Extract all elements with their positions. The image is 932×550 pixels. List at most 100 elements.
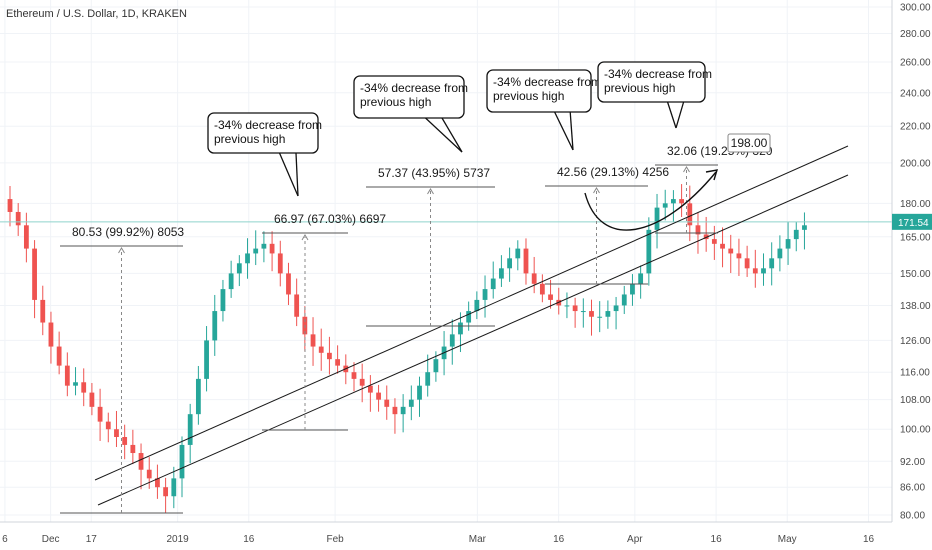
x-tick-label: 6 xyxy=(2,534,8,545)
target-price-label: 198.00 xyxy=(731,136,768,150)
x-tick-label: 16 xyxy=(243,534,255,545)
callout-box xyxy=(597,61,706,103)
candle-body xyxy=(605,311,611,317)
projection-arrowhead xyxy=(705,169,718,181)
projection-arc xyxy=(584,171,717,231)
candle-body xyxy=(564,305,570,307)
candle-body xyxy=(507,258,513,269)
candle-body xyxy=(48,322,54,347)
x-tick-label: 17 xyxy=(86,534,98,545)
y-tick-label: 260.00 xyxy=(900,57,931,68)
y-tick-label: 180.00 xyxy=(900,199,931,210)
callout-text: -34% decrease from xyxy=(214,118,322,132)
y-tick-label: 240.00 xyxy=(900,88,931,99)
last-price-label: 171.54 xyxy=(898,218,929,229)
candle-body xyxy=(122,437,128,445)
candle-body xyxy=(499,268,504,279)
candle-body xyxy=(367,385,373,393)
candle-body xyxy=(146,469,152,479)
x-tick-label: 2019 xyxy=(167,534,190,545)
channel-lower-line xyxy=(97,174,849,506)
measure-arrowhead xyxy=(683,166,690,173)
candle-body xyxy=(105,421,111,430)
callout-pointer xyxy=(569,111,574,151)
candle-body xyxy=(310,334,316,347)
callout-text: previous high xyxy=(360,95,431,109)
x-tick-label: Dec xyxy=(42,534,60,545)
candle-body xyxy=(433,359,439,373)
candle-body xyxy=(351,372,357,379)
y-tick-label: 220.00 xyxy=(900,122,931,133)
measure-label: 66.97 (67.03%) 6697 xyxy=(274,212,386,226)
x-tick-label: Apr xyxy=(627,534,643,545)
candle-body xyxy=(97,406,103,422)
y-tick-label: 80.00 xyxy=(900,511,925,522)
callout-text: -34% decrease from xyxy=(604,67,712,81)
y-tick-label: 100.00 xyxy=(900,425,931,436)
x-tick-label: May xyxy=(778,534,797,545)
candle-body xyxy=(531,273,537,284)
candle-body xyxy=(621,294,627,306)
candle-body xyxy=(269,243,275,254)
candle-body xyxy=(695,225,701,235)
x-tick-label: Feb xyxy=(327,534,345,545)
callout-pointer xyxy=(666,101,677,129)
y-tick-label: 108.00 xyxy=(900,395,931,406)
callout-text: -34% decrease from xyxy=(493,75,601,89)
candle-body xyxy=(359,378,365,386)
candle-body xyxy=(572,305,578,312)
candle-body xyxy=(580,311,586,313)
candle-body xyxy=(613,305,619,312)
candle-body xyxy=(720,243,725,249)
y-tick-label: 86.00 xyxy=(900,483,925,494)
candle-body xyxy=(212,311,218,341)
candle-body xyxy=(548,294,553,300)
candle-body xyxy=(179,444,185,479)
candles xyxy=(7,184,807,514)
candle-body xyxy=(195,378,201,415)
callout-pointer xyxy=(295,152,299,197)
candle-body xyxy=(687,203,693,226)
candle-body xyxy=(539,283,545,295)
candle-body xyxy=(15,211,21,226)
measure-label: 42.56 (29.13%) 4256 xyxy=(557,165,669,179)
x-tick-label: 16 xyxy=(553,534,565,545)
callout-box xyxy=(353,75,465,119)
y-tick-label: 280.00 xyxy=(900,29,931,40)
callout-pointer xyxy=(441,117,463,153)
candle-body xyxy=(490,278,496,290)
candle-body xyxy=(400,406,406,415)
candle-body xyxy=(793,229,799,240)
callout-box xyxy=(207,112,319,154)
candle-body xyxy=(671,199,676,204)
measure-arrowhead xyxy=(593,187,600,194)
callout-text: previous high xyxy=(604,81,675,95)
candle-body xyxy=(236,263,242,274)
candle-body xyxy=(449,334,455,347)
callout-text: -34% decrease from xyxy=(360,81,468,95)
candle-body xyxy=(318,346,324,353)
candle-body xyxy=(711,239,717,244)
candle-body xyxy=(638,273,644,284)
last-price-tag xyxy=(892,213,932,230)
candle-body xyxy=(417,385,422,400)
y-tick-label: 165.00 xyxy=(900,232,931,243)
y-tick-label: 116.00 xyxy=(900,368,930,379)
y-tick-label: 138.00 xyxy=(900,301,931,312)
candle-body xyxy=(23,225,29,249)
candle-body xyxy=(335,359,341,366)
candle-body xyxy=(597,316,603,318)
candle-body xyxy=(155,478,160,488)
candle-body xyxy=(777,248,783,259)
callout-pointer xyxy=(675,101,685,129)
y-tick-label: 126.00 xyxy=(900,336,931,347)
candle-body xyxy=(89,392,95,407)
callout-text: previous high xyxy=(214,132,285,146)
x-tick-label: 16 xyxy=(711,534,723,545)
candle-body xyxy=(466,311,472,323)
chart-title: Ethereum / U.S. Dollar, 1D, KRAKEN xyxy=(6,8,187,20)
candle-body xyxy=(56,346,62,366)
